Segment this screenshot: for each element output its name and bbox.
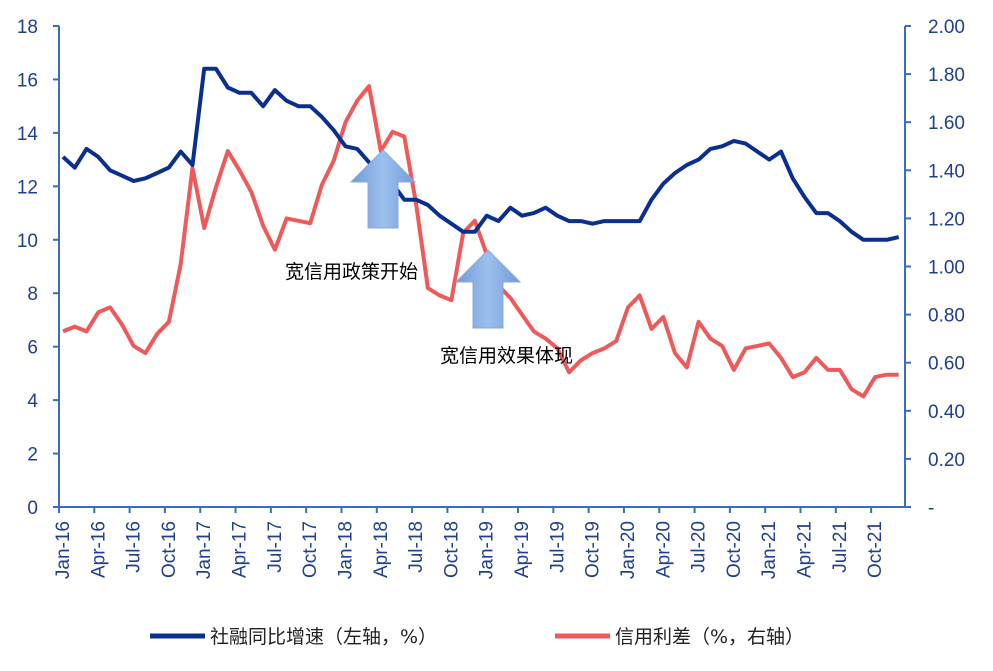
y-tick-label: 16 xyxy=(17,70,38,91)
x-tick-label: Apr-20 xyxy=(653,521,674,578)
x-tick-label: Jan-16 xyxy=(53,521,74,579)
x-tick-label: Apr-18 xyxy=(371,521,392,578)
y-tick-label: 12 xyxy=(17,177,38,198)
x-tick-label: Apr-16 xyxy=(88,521,109,578)
y-tick-label: 8 xyxy=(27,284,38,305)
x-tick-label: Jul-20 xyxy=(689,521,710,573)
series-line xyxy=(62,84,899,399)
x-tick-label: Apr-21 xyxy=(795,521,816,578)
y-tick-label: 14 xyxy=(17,124,39,145)
x-tick-label: Jan-19 xyxy=(477,521,498,579)
annotation: 宽信用效果体现 xyxy=(440,345,573,367)
x-tick-label: Jan-21 xyxy=(759,521,780,579)
series-line xyxy=(61,66,900,242)
y2-tick-label: - xyxy=(928,498,934,519)
y-tick-label: 2 xyxy=(27,445,38,466)
arrow xyxy=(454,249,522,329)
x-tick-label: Jan-17 xyxy=(194,521,215,579)
y-tick-label: 0 xyxy=(27,498,38,519)
y2-tick-label: 1.80 xyxy=(928,65,965,86)
x-tick-label: Apr-19 xyxy=(512,521,533,578)
y2-tick-label: 1.40 xyxy=(928,161,965,182)
y-tick-label: 6 xyxy=(27,338,38,359)
y2-tick-label: 0.20 xyxy=(928,450,965,471)
legend-label: 信用利差（%，右轴） xyxy=(615,626,804,648)
y2-tick-label: 1.60 xyxy=(928,113,965,134)
x-tick-label: Jul-19 xyxy=(547,521,568,573)
y2-tick-label: 0.40 xyxy=(928,402,965,423)
x-tick-label: Oct-21 xyxy=(865,521,886,578)
x-tick-label: Jul-17 xyxy=(265,521,286,573)
y2-tick-label: 1.20 xyxy=(928,209,965,230)
x-tick-label: Jul-18 xyxy=(406,521,427,573)
y2-tick-label: 0.60 xyxy=(928,354,965,375)
x-tick-label: Oct-16 xyxy=(159,521,180,578)
y-tick-label: 10 xyxy=(17,231,38,252)
x-tick-label: Jul-16 xyxy=(124,521,145,573)
x-tick-label: Oct-18 xyxy=(441,521,462,578)
annotation: 宽信用政策开始 xyxy=(285,261,418,283)
y-tick-label: 4 xyxy=(27,391,38,412)
x-tick-label: Apr-17 xyxy=(230,521,251,578)
arrow xyxy=(349,149,417,229)
y-tick-label: 18 xyxy=(17,17,38,38)
y2-tick-label: 2.00 xyxy=(928,17,965,38)
x-tick-label: Oct-17 xyxy=(300,521,321,578)
x-tick-label: Oct-20 xyxy=(724,521,745,578)
x-tick-label: Jan-20 xyxy=(618,521,639,579)
x-tick-label: Oct-19 xyxy=(583,521,604,578)
y2-tick-label: 0.80 xyxy=(928,306,965,327)
y2-tick-label: 1.00 xyxy=(928,258,965,279)
legend-label: 社融同比增速（左轴，%） xyxy=(210,626,437,648)
x-tick-label: Jan-18 xyxy=(335,521,356,579)
x-tick-label: Jul-21 xyxy=(830,521,851,573)
